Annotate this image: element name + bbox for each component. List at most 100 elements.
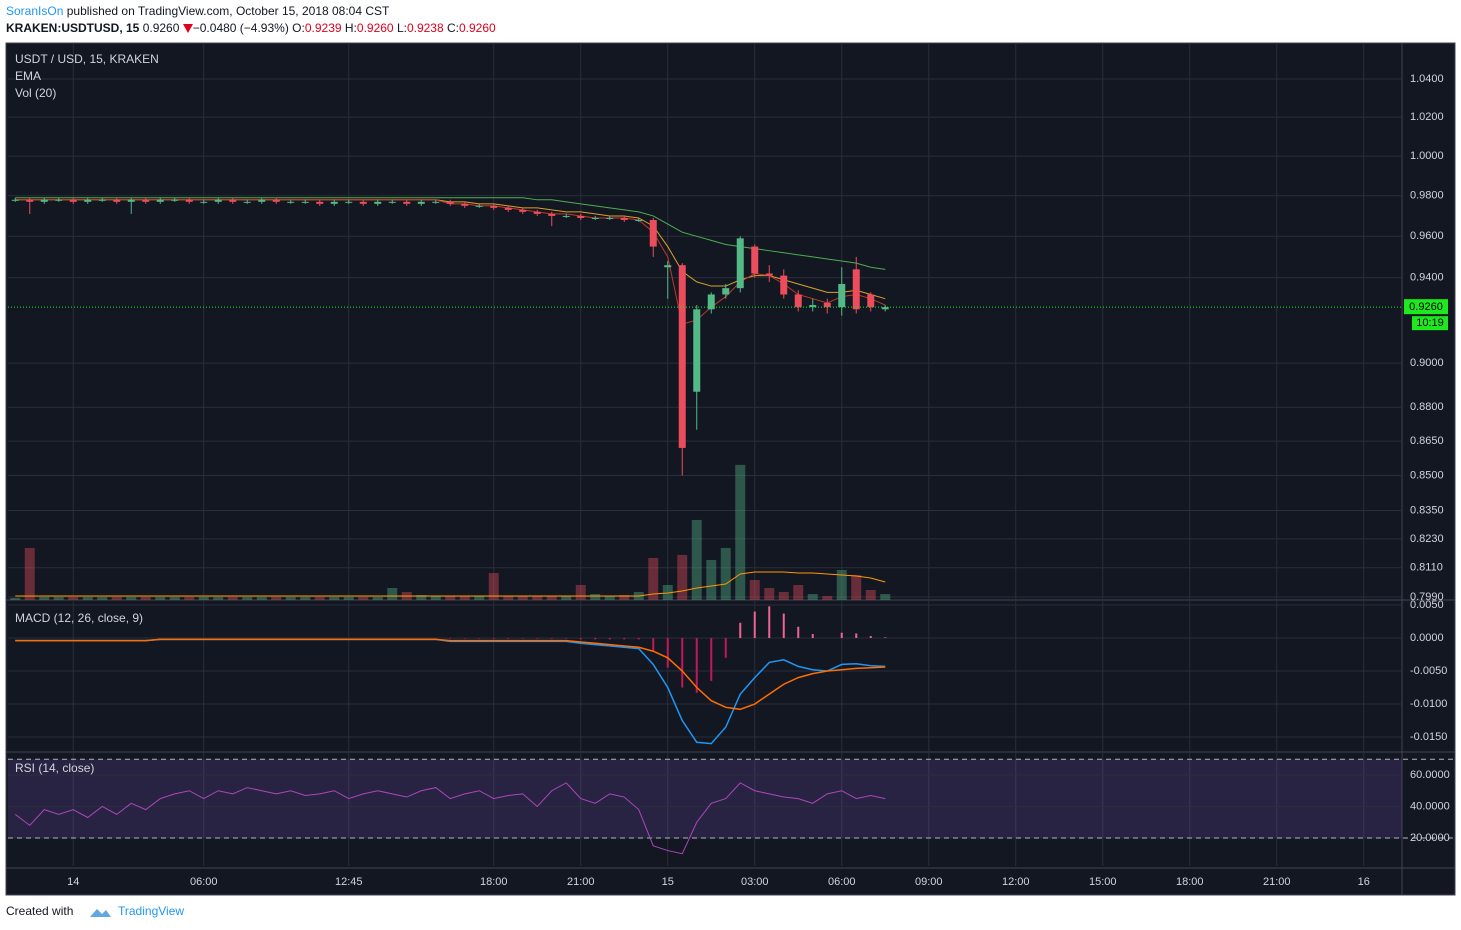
- candle-body: [330, 201, 338, 204]
- marks: [8, 197, 1402, 855]
- volume-bar: [372, 596, 383, 600]
- candle-body: [533, 211, 541, 214]
- candle-body: [229, 199, 237, 202]
- rsi-line: [14, 782, 886, 855]
- published: published on TradingView.com, October 15…: [66, 4, 390, 18]
- candle-body: [606, 217, 614, 219]
- volume-bar: [604, 595, 615, 600]
- histogram-bar: [478, 638, 481, 639]
- footer-background: [0, 896, 1461, 930]
- candle-body: [591, 217, 599, 219]
- y-tick-label: 20.0000: [1410, 832, 1450, 844]
- volume-bar: [387, 587, 398, 600]
- histogram-bar: [637, 638, 640, 640]
- histogram-bar: [623, 638, 626, 640]
- candle-body: [446, 201, 454, 204]
- y-tick-label: 0.8800: [1410, 401, 1444, 413]
- candle-body: [200, 201, 208, 203]
- candle-body: [374, 201, 382, 204]
- candle-body: [26, 199, 34, 202]
- candle-body: [504, 207, 512, 210]
- histogram-bar: [739, 622, 742, 639]
- volume-bar: [184, 596, 195, 600]
- y-tick-label: 0.0050: [1410, 599, 1444, 611]
- candle-body: [475, 205, 483, 207]
- candle-body: [156, 199, 164, 202]
- candle-body: [432, 201, 440, 203]
- y-tick-label: -0.0100: [1410, 698, 1447, 710]
- candle-body: [127, 199, 135, 202]
- y-tick-label: 0.7990: [1410, 591, 1444, 603]
- volume-bar: [242, 596, 253, 600]
- chart-title: USDT / USD, 15, KRAKEN: [15, 52, 159, 66]
- volume-bar: [807, 593, 818, 600]
- ohlc-value: 0.9239: [304, 21, 342, 35]
- candle-body: [69, 199, 77, 202]
- indicator-legend: Vol (20): [15, 86, 56, 100]
- volume-bar: [532, 595, 543, 600]
- candle-body: [620, 217, 628, 221]
- volume-bar: [503, 595, 514, 600]
- price-tag-label: 0.9260: [1409, 301, 1443, 313]
- candle-body: [664, 265, 672, 268]
- histogram-bar: [884, 637, 887, 639]
- ohlc-value: 0.9238: [406, 21, 444, 35]
- volume-bar: [97, 596, 108, 600]
- candle-body: [867, 294, 875, 308]
- volume-bar: [764, 587, 775, 600]
- candle-body: [577, 215, 585, 218]
- candle-body: [403, 201, 411, 204]
- volume-bar: [213, 596, 224, 600]
- volume-bar: [836, 569, 847, 600]
- candle-body: [751, 246, 759, 274]
- x-tick-label: 15: [662, 876, 674, 888]
- volume-bar: [198, 596, 209, 600]
- volume-bar: [140, 596, 151, 600]
- histogram-bar: [782, 613, 785, 639]
- volume-bar: [590, 593, 601, 600]
- volume-bar: [865, 589, 876, 600]
- x-tick-label: 09:00: [915, 876, 943, 888]
- volume-bar: [227, 596, 238, 600]
- volume-bar: [459, 595, 470, 600]
- candle-body: [794, 294, 802, 308]
- volume-bar: [169, 596, 180, 600]
- volume-bar: [256, 596, 267, 600]
- volume-bar: [329, 596, 340, 600]
- candle-body: [113, 199, 121, 202]
- down-arrow: [182, 24, 193, 33]
- histogram-bar: [681, 638, 684, 688]
- y-tick-label: 0.9600: [1410, 230, 1444, 242]
- volume-bar: [430, 595, 441, 600]
- candle-body: [171, 199, 179, 201]
- y-tick-label: 60.0000: [1410, 769, 1450, 781]
- y-tick-label: 0.8110: [1410, 562, 1443, 574]
- histogram-bar: [811, 634, 814, 639]
- y-tick-label: -0.0050: [1410, 665, 1447, 677]
- volume-bar: [53, 596, 64, 600]
- candle-body: [84, 199, 92, 202]
- candle-body: [809, 305, 817, 308]
- histogram-bar: [869, 636, 872, 639]
- price-tag: [1404, 299, 1448, 315]
- volume-bar: [880, 593, 891, 600]
- ohlc-label: O:: [292, 21, 305, 35]
- y-tick-label: 0.9800: [1410, 190, 1444, 202]
- histogram-bar: [666, 638, 669, 668]
- volume-bar: [735, 464, 746, 600]
- volume-bar: [445, 595, 456, 600]
- candle-body: [11, 199, 19, 201]
- candle-body: [678, 265, 686, 448]
- candle-body: [388, 201, 396, 203]
- histogram-bar: [565, 638, 568, 639]
- volume-bar: [561, 595, 572, 600]
- candle-body: [765, 273, 773, 276]
- candle-body: [736, 238, 744, 289]
- volume-bar: [10, 597, 21, 600]
- histogram-bar: [579, 638, 582, 640]
- rsi-band: [8, 759, 1402, 838]
- volume-bar: [488, 572, 499, 600]
- histogram-bar: [724, 638, 727, 658]
- candle-body: [301, 201, 309, 203]
